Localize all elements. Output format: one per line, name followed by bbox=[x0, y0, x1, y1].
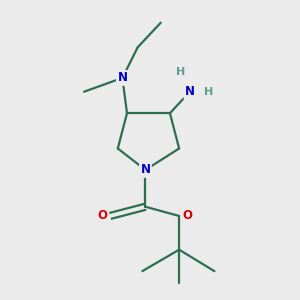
Text: O: O bbox=[97, 209, 107, 222]
Text: N: N bbox=[185, 85, 195, 98]
Text: O: O bbox=[182, 209, 192, 222]
Text: N: N bbox=[140, 164, 150, 176]
Text: N: N bbox=[117, 71, 128, 84]
Text: H: H bbox=[176, 67, 185, 77]
Text: H: H bbox=[204, 87, 213, 97]
